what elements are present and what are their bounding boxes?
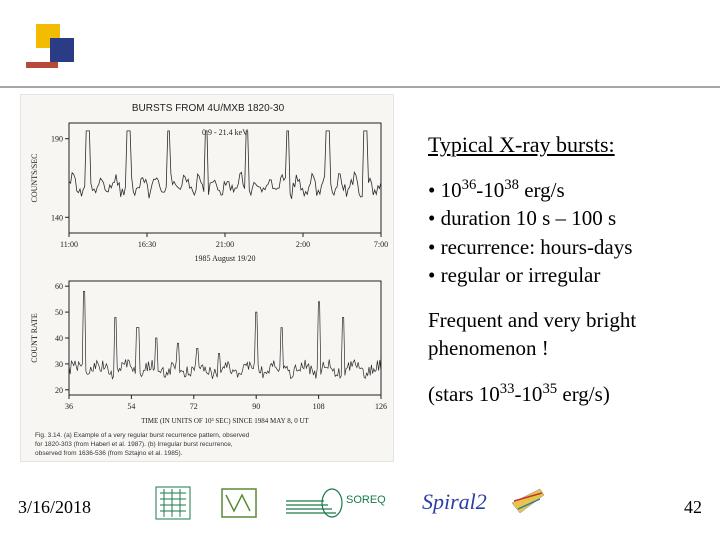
svg-text:126: 126 bbox=[375, 402, 387, 411]
svg-text:Fig. 3.14. (a) Example of a ve: Fig. 3.14. (a) Example of a very regular… bbox=[35, 432, 250, 439]
para-stars: (stars 1033-1035 erg/s) bbox=[428, 380, 698, 408]
xray-burst-figure: BURSTS FROM 4U/MXB 1820-30 0.9 - 21.4 keV… bbox=[20, 94, 394, 462]
svg-text:BURSTS FROM 4U/MXB 1820-30: BURSTS FROM 4U/MXB 1820-30 bbox=[132, 103, 285, 114]
svg-text:36: 36 bbox=[65, 402, 73, 411]
svg-text:30: 30 bbox=[55, 360, 63, 369]
soreq-logo: SOREQ bbox=[282, 483, 402, 523]
svg-text:40: 40 bbox=[55, 334, 63, 343]
svg-text:7:00: 7:00 bbox=[374, 240, 388, 249]
bullet-luminosity: 1036-1038 erg/s bbox=[428, 176, 698, 204]
para-frequent: Frequent and very bright phenomenon ! bbox=[428, 307, 698, 362]
svg-text:50: 50 bbox=[55, 308, 63, 317]
svg-text:for 1820-303 (from Haberl et a: for 1820-303 (from Haberl et al. 1987). … bbox=[35, 441, 233, 448]
spiral2-logo: Spiral2 bbox=[420, 483, 560, 523]
svg-text:60: 60 bbox=[55, 282, 63, 291]
svg-text:SOREQ: SOREQ bbox=[346, 494, 386, 506]
heading: Typical X-ray bursts: bbox=[428, 132, 698, 158]
logo-blue-block bbox=[50, 38, 74, 62]
footer-logo-1 bbox=[150, 483, 196, 523]
figure-svg: BURSTS FROM 4U/MXB 1820-30 0.9 - 21.4 keV… bbox=[21, 95, 395, 463]
svg-text:Spiral2: Spiral2 bbox=[422, 489, 487, 514]
top-divider bbox=[0, 86, 720, 88]
svg-text:90: 90 bbox=[252, 402, 260, 411]
footer-date: 3/16/2018 bbox=[18, 497, 91, 518]
svg-text:11:00: 11:00 bbox=[60, 240, 78, 249]
bullet-recurrence: recurrence: hours-days bbox=[428, 233, 698, 261]
svg-text:190: 190 bbox=[51, 135, 63, 144]
footer: 3/16/2018 SOREQ Spiral2 bbox=[0, 480, 720, 530]
svg-text:54: 54 bbox=[127, 402, 135, 411]
page-number: 42 bbox=[684, 497, 702, 518]
svg-text:21:00: 21:00 bbox=[216, 240, 234, 249]
svg-text:COUNT RATE: COUNT RATE bbox=[30, 313, 39, 363]
svg-text:TIME (IN UNITS OF 10³ SEC) SIN: TIME (IN UNITS OF 10³ SEC) SINCE 1984 MA… bbox=[141, 417, 309, 425]
svg-text:20: 20 bbox=[55, 386, 63, 395]
svg-text:72: 72 bbox=[190, 402, 198, 411]
footer-logos: SOREQ Spiral2 bbox=[150, 482, 580, 524]
bullet-duration: duration 10 s – 100 s bbox=[428, 204, 698, 232]
text-block: Typical X-ray bursts: 1036-1038 erg/s du… bbox=[428, 132, 698, 426]
svg-text:2:00: 2:00 bbox=[296, 240, 310, 249]
svg-text:140: 140 bbox=[51, 213, 63, 222]
svg-text:COUNTS/SEC: COUNTS/SEC bbox=[30, 154, 39, 203]
svg-text:1985 August 19/20: 1985 August 19/20 bbox=[195, 254, 256, 263]
bullet-list: 1036-1038 erg/s duration 10 s – 100 s re… bbox=[428, 176, 698, 289]
svg-text:108: 108 bbox=[313, 402, 325, 411]
svg-text:16:30: 16:30 bbox=[138, 240, 156, 249]
bullet-regularity: regular or irregular bbox=[428, 261, 698, 289]
footer-logo-2 bbox=[214, 483, 264, 523]
logo-red-bar bbox=[26, 62, 58, 68]
svg-text:observed from 1636-536 (from S: observed from 1636-536 (from Sztajno et … bbox=[35, 450, 183, 457]
svg-text:0.9 - 21.4 keV: 0.9 - 21.4 keV bbox=[202, 128, 248, 137]
